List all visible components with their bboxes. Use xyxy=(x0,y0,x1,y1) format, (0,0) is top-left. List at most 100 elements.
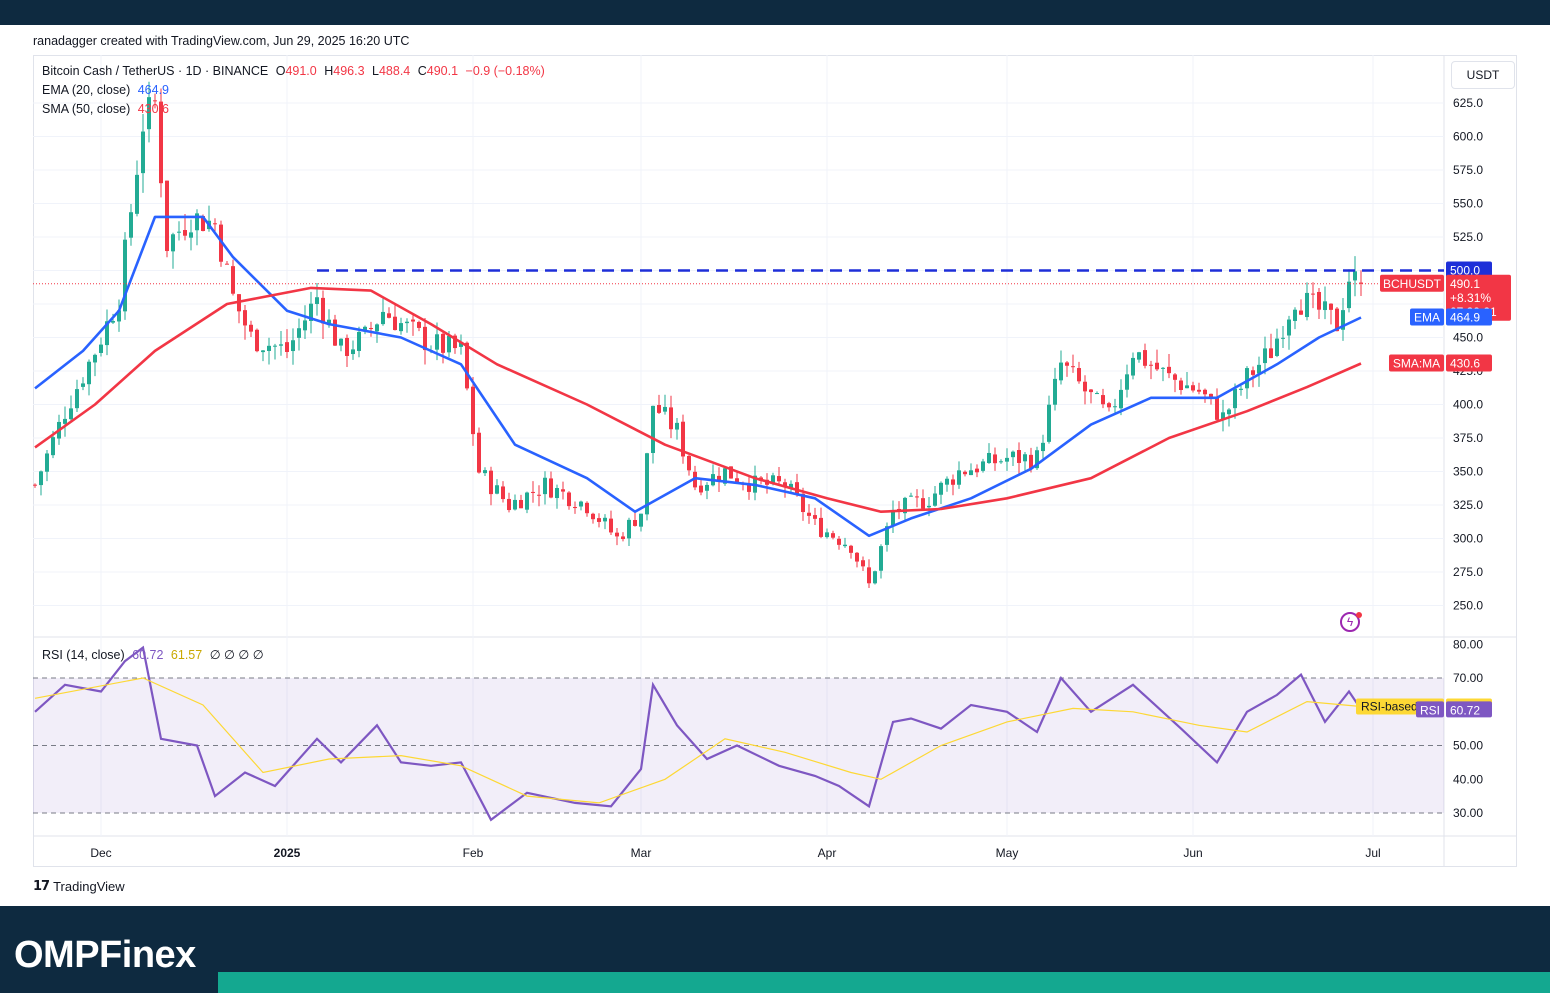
candle-body xyxy=(795,482,799,495)
candle-body xyxy=(723,468,727,484)
candle-body xyxy=(675,422,679,430)
candle-body xyxy=(1245,368,1249,389)
candle-body xyxy=(39,471,43,486)
candle-body xyxy=(837,538,841,545)
candle-body xyxy=(327,319,331,326)
price-axis-label: 625.0 xyxy=(1453,96,1483,110)
flash-icon[interactable]: ϟ xyxy=(1340,612,1360,632)
legend-low-label: L xyxy=(372,64,379,78)
candle-body xyxy=(321,297,325,324)
currency-button[interactable]: USDT xyxy=(1451,61,1515,89)
candle-body xyxy=(249,324,253,332)
candle-body xyxy=(1323,301,1327,311)
tradingview-logo[interactable]: 𝟭𝟳 TradingView xyxy=(33,878,125,894)
candle-body xyxy=(1023,454,1027,462)
candle-body xyxy=(1353,271,1357,281)
legend-open-label: O xyxy=(275,64,286,78)
rsi-axis-label: 30.00 xyxy=(1453,806,1483,820)
legend-rsi-extra: ∅ ∅ ∅ ∅ xyxy=(209,648,264,662)
candle-body xyxy=(1005,457,1009,462)
candle-body xyxy=(177,231,181,233)
rsi-value-badge xyxy=(1446,701,1492,718)
candle-body xyxy=(1305,292,1309,318)
candle-body xyxy=(987,452,991,464)
candle-body xyxy=(981,461,985,471)
candle-body xyxy=(477,432,481,473)
candle-body xyxy=(399,323,403,332)
legend-change: −0.9 (−0.18%) xyxy=(465,64,545,78)
candle-body xyxy=(111,321,115,323)
sma-value-badge-text: 430.6 xyxy=(1450,356,1480,370)
candle-body xyxy=(1179,380,1183,391)
candle-body xyxy=(849,545,853,553)
candle-body xyxy=(1041,442,1045,452)
candle-body xyxy=(927,505,931,508)
resistance-badge-text: 500.0 xyxy=(1450,264,1480,278)
price-axis-label: 450.0 xyxy=(1453,331,1483,345)
candle-body xyxy=(285,342,289,353)
candle-body xyxy=(1185,385,1189,389)
candle-body xyxy=(573,506,577,509)
candle-body xyxy=(159,101,163,184)
candle-body xyxy=(909,495,913,497)
candle-body xyxy=(123,239,127,312)
candle-body xyxy=(369,328,373,330)
candle-body xyxy=(1095,393,1099,395)
candle-body xyxy=(669,407,673,430)
price-axis-label: 575.0 xyxy=(1453,163,1483,177)
candle-body xyxy=(1197,389,1201,392)
candle-body xyxy=(681,421,685,457)
candle-body xyxy=(381,311,385,325)
rsi-axis-label: 50.00 xyxy=(1453,739,1483,753)
candle-body xyxy=(735,478,739,483)
candle-body xyxy=(1101,395,1105,405)
candle-body xyxy=(603,517,607,522)
candle-body xyxy=(1317,291,1321,310)
time-axis-label: May xyxy=(996,846,1019,860)
candle-body xyxy=(825,532,829,538)
price-axis-label: 550.0 xyxy=(1453,197,1483,211)
legend-ema-label: EMA (20, close) xyxy=(42,83,131,97)
candle-body xyxy=(1203,389,1207,395)
candle-body xyxy=(1173,374,1177,380)
candle-body xyxy=(717,475,721,482)
candle-body xyxy=(1311,293,1315,295)
price-badge-text: 490.1 xyxy=(1450,277,1480,291)
legend-ema-value: 464.9 xyxy=(137,83,169,97)
candle-body xyxy=(1275,338,1279,356)
candle-body xyxy=(1107,403,1111,408)
candle-body xyxy=(1155,362,1159,370)
candle-body xyxy=(339,338,343,346)
candle-body xyxy=(819,517,823,537)
candle-body xyxy=(609,518,613,533)
candle-body xyxy=(129,212,133,238)
candle-body xyxy=(843,544,847,547)
candle-body xyxy=(1089,389,1093,393)
candle-body xyxy=(1263,348,1267,364)
candle-body xyxy=(771,475,775,484)
candle-body xyxy=(747,484,751,492)
candle-body xyxy=(1149,364,1153,366)
candle-body xyxy=(1035,450,1039,469)
candle-body xyxy=(777,476,781,482)
rsi-axis-label: 40.00 xyxy=(1453,772,1483,786)
symbol-badge xyxy=(1380,274,1444,292)
price-axis-label: 375.0 xyxy=(1453,431,1483,445)
candle-body xyxy=(519,499,523,509)
candle-body xyxy=(1227,409,1231,415)
candle-body xyxy=(189,232,193,238)
candle-body xyxy=(705,484,709,491)
candle-body xyxy=(1065,362,1069,366)
candle-body xyxy=(423,326,427,351)
candle-body xyxy=(543,477,547,495)
ema-value-badge xyxy=(1446,308,1492,326)
footer-accent-bar xyxy=(218,972,1550,993)
legend-ohlc: Bitcoin Cash / TetherUS · 1D · BINANCE O… xyxy=(42,64,545,78)
candle-body xyxy=(279,344,283,346)
legend-low: 488.4 xyxy=(378,64,411,78)
price-axis-label: 400.0 xyxy=(1453,398,1483,412)
candle-body xyxy=(495,485,499,494)
chart-frame xyxy=(33,55,1517,867)
candle-body xyxy=(417,321,421,328)
